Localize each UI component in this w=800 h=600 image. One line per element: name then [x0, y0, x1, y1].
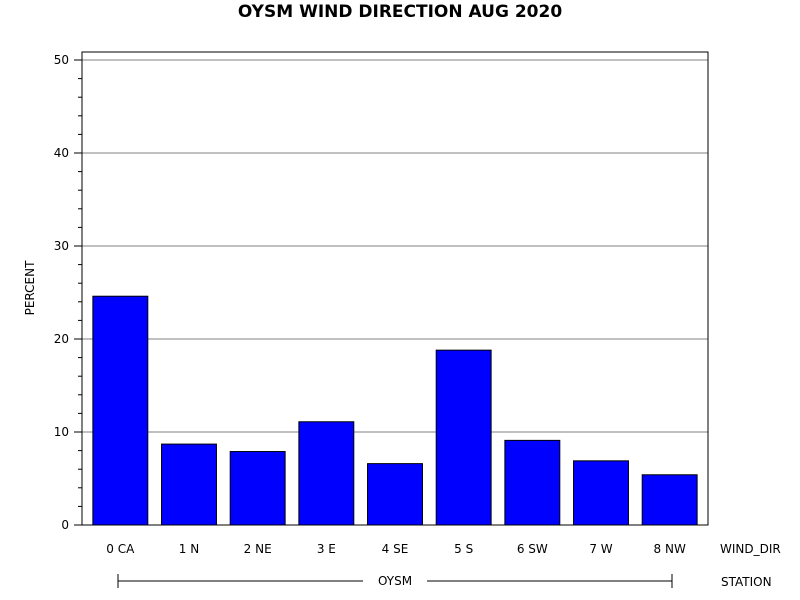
bar: [229, 451, 286, 526]
chart-title: OYSM WIND DIRECTION AUG 2020: [238, 2, 562, 22]
y-tick-label: 20: [54, 332, 69, 346]
y-tick-label: 40: [54, 146, 69, 160]
bar: [573, 460, 629, 526]
station-name: OYSM: [378, 574, 412, 588]
bar: [92, 295, 149, 526]
bar: [641, 474, 698, 526]
x-tick-label: 2 NE: [244, 542, 272, 556]
y-axis: 0 10 20 30 40 50: [54, 53, 82, 532]
bar: [367, 463, 423, 526]
station-group: OYSM: [117, 574, 673, 588]
bar: [298, 421, 355, 526]
x-tick-label: 4 SE: [382, 542, 409, 556]
x-axis-label: WIND_DIR: [720, 542, 781, 556]
y-tick-label: 30: [54, 239, 69, 253]
bar: [435, 349, 492, 526]
y-tick-label: 0: [61, 518, 69, 532]
x-tick-label: 5 S: [454, 542, 473, 556]
x-tick-label: 7 W: [589, 542, 612, 556]
x-tick-label: 0 CA: [106, 542, 135, 556]
plot-frame: [81, 51, 709, 526]
x-tick-label: 6 SW: [517, 542, 548, 556]
x-tick-label: 3 E: [317, 542, 336, 556]
y-tick-label: 50: [54, 53, 69, 67]
gridlines: [82, 59, 708, 433]
bar: [504, 439, 561, 526]
bars: [92, 295, 698, 526]
bar: [161, 443, 217, 526]
y-axis-label: PERCENT: [23, 260, 37, 315]
station-axis-label: STATION: [721, 575, 772, 589]
x-axis: 0 CA 1 N 2 NE 3 E 4 SE 5 S 6 SW 7 W 8 NW: [106, 542, 686, 556]
y-tick-label: 10: [54, 425, 69, 439]
x-tick-label: 8 NW: [654, 542, 686, 556]
x-tick-label: 1 N: [179, 542, 199, 556]
